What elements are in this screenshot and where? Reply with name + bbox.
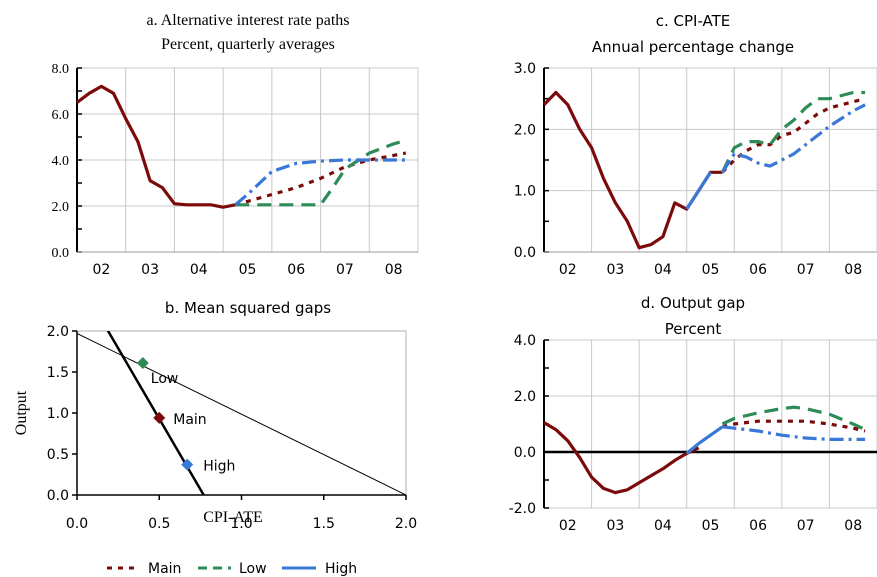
x-tick-label: 1.0 <box>230 516 252 532</box>
panel-d-output-gap: d. Output gap Percent -2.0 0.0 2.0 4.0 02 03 0… <box>509 294 877 534</box>
x-tick-label: 03 <box>606 518 624 534</box>
series-line-low <box>235 138 407 207</box>
panel-b-mean-squared-gaps: b. Mean squared gaps CPI-ATE Output 0.0 0… <box>13 299 417 532</box>
x-tick-label: 04 <box>654 262 672 278</box>
x-tick-label: 07 <box>797 518 815 534</box>
x-tick-label: 05 <box>702 518 720 534</box>
y-tick-label: 3.0 <box>514 61 536 77</box>
y-tick-label: 0.0 <box>514 445 536 461</box>
series-line-high <box>234 158 406 207</box>
series-line-low <box>721 405 866 432</box>
x-tick-label: 06 <box>749 518 767 534</box>
x-tick-label: 08 <box>844 262 862 278</box>
panel-d-title: d. Output gap <box>641 294 745 312</box>
plot-frame <box>543 339 877 509</box>
panel-c-subtitle: Annual percentage change <box>592 38 794 56</box>
series-line-main <box>721 97 866 174</box>
y-tick-label: 1.0 <box>47 406 69 422</box>
y-tick-label: 8.0 <box>52 62 70 77</box>
panel-c-cpi-ate: c. CPI-ATE Annual percentage change 0.0 1… <box>514 12 877 278</box>
y-tick-label: 2.0 <box>47 324 69 340</box>
x-tick-label: 06 <box>287 262 305 278</box>
x-tick-label: 03 <box>141 262 159 278</box>
x-tick-label: 0.5 <box>148 516 170 532</box>
legend: Main Low High <box>107 561 357 577</box>
panel-d-subtitle: Percent <box>665 320 722 338</box>
legend-high-label: High <box>325 561 357 577</box>
x-tick-label: 07 <box>336 262 354 278</box>
y-tick-label: 0.0 <box>514 245 536 261</box>
series-line-main <box>542 90 723 250</box>
y-tick-label: 4.0 <box>514 333 536 349</box>
y-tick-label: 0.0 <box>52 246 70 261</box>
x-tick-label: 02 <box>559 518 577 534</box>
panel-c-title: c. CPI-ATE <box>656 12 731 30</box>
x-tick-label: 03 <box>606 262 624 278</box>
x-tick-label: 04 <box>190 262 208 278</box>
x-tick-label: 04 <box>654 518 672 534</box>
y-tick-label: 1.0 <box>514 184 536 200</box>
panel-b-ylabel: Output <box>13 390 30 435</box>
x-tick-label: 07 <box>797 262 815 278</box>
series-line-high <box>685 425 724 455</box>
y-tick-label: 4.0 <box>52 154 70 169</box>
x-tick-label: 02 <box>92 262 110 278</box>
legend-low-label: Low <box>239 561 267 577</box>
x-tick-label: 2.0 <box>395 516 417 532</box>
y-tick-label: 0.5 <box>47 447 69 463</box>
point-low <box>136 356 149 369</box>
point-label-high: High <box>203 459 235 475</box>
x-tick-label: 05 <box>239 262 257 278</box>
point-label-low: Low <box>151 371 179 387</box>
panel-b-xlabel: CPI-ATE <box>203 509 263 526</box>
x-tick-label: 08 <box>844 518 862 534</box>
series-line-main <box>76 84 236 209</box>
series-line-main <box>543 421 700 495</box>
point-label-main: Main <box>173 412 206 428</box>
x-tick-label: 06 <box>749 262 767 278</box>
x-tick-label: 08 <box>385 262 403 278</box>
point-high <box>181 458 194 471</box>
y-tick-label: 1.5 <box>47 365 69 381</box>
y-tick-label: 6.0 <box>52 108 70 123</box>
panel-a-title: a. Alternative interest rate paths <box>146 12 349 29</box>
x-tick-label: 02 <box>559 262 577 278</box>
panel-a-subtitle: Percent, quarterly averages <box>161 36 335 53</box>
point-main <box>153 411 166 424</box>
legend-main-label: Main <box>148 561 181 577</box>
y-tick-label: 2.0 <box>52 200 70 215</box>
series-line-high <box>722 425 866 441</box>
y-tick-label: -2.0 <box>509 501 536 517</box>
x-tick-label: 1.5 <box>313 516 335 532</box>
x-tick-label: 05 <box>702 262 720 278</box>
series-line-low <box>720 90 866 173</box>
series-line-high <box>685 171 712 210</box>
y-tick-label: 0.0 <box>47 488 69 504</box>
reference-line <box>77 333 406 495</box>
panel-b-title: b. Mean squared gaps <box>165 299 331 317</box>
y-tick-label: 2.0 <box>514 122 536 138</box>
plot-frame <box>543 67 877 253</box>
y-tick-label: 2.0 <box>514 389 536 405</box>
panel-a-interest-rate: a. Alternative interest rate paths Perce… <box>52 12 419 278</box>
series-line-high <box>721 103 866 174</box>
x-tick-label: 0.0 <box>66 516 88 532</box>
